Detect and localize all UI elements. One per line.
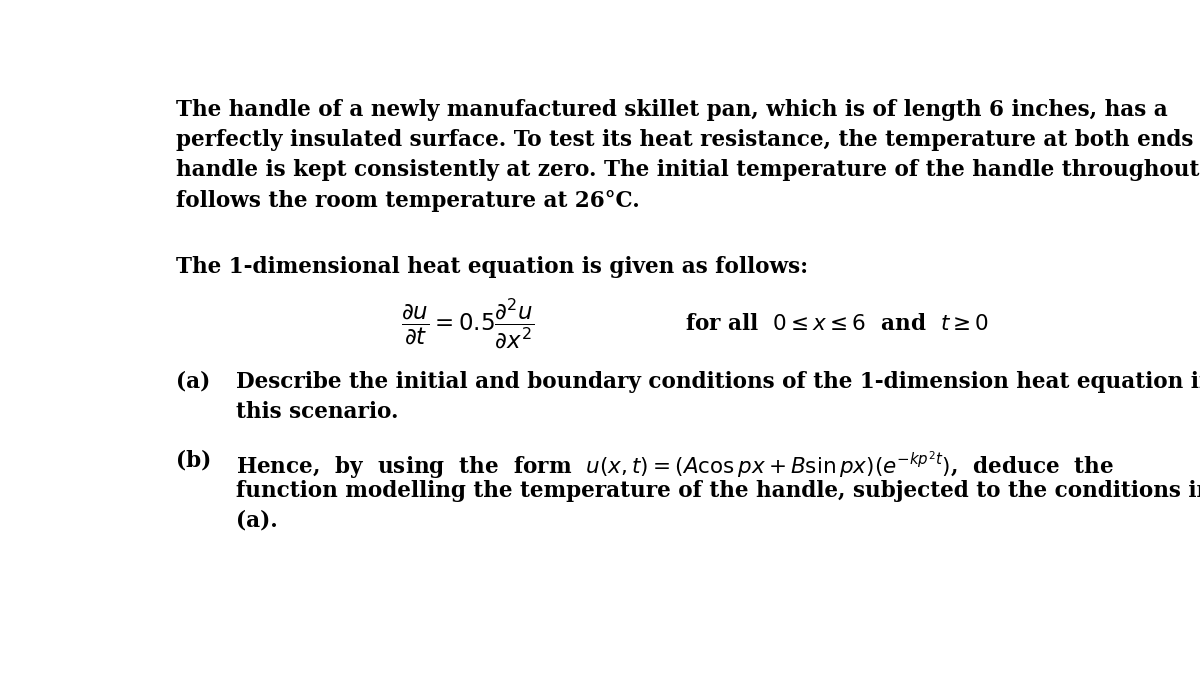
Text: this scenario.: this scenario.	[235, 401, 398, 423]
Text: The 1-dimensional heat equation is given as follows:: The 1-dimensional heat equation is given…	[176, 256, 808, 278]
Text: (b): (b)	[176, 450, 211, 472]
Text: perfectly insulated surface. To test its heat resistance, the temperature at bot: perfectly insulated surface. To test its…	[176, 130, 1200, 151]
Text: $\dfrac{\partial u}{\partial t} = 0.5\dfrac{\partial^2 u}{\partial x^2}$: $\dfrac{\partial u}{\partial t} = 0.5\df…	[401, 297, 534, 351]
Text: function modelling the temperature of the handle, subjected to the conditions in: function modelling the temperature of th…	[235, 480, 1200, 502]
Text: Describe the initial and boundary conditions of the 1-dimension heat equation in: Describe the initial and boundary condit…	[235, 371, 1200, 392]
Text: for all  $0\leq x\leq 6$  and  $t\geq 0$: for all $0\leq x\leq 6$ and $t\geq 0$	[685, 313, 989, 335]
Text: The handle of a newly manufactured skillet pan, which is of length 6 inches, has: The handle of a newly manufactured skill…	[176, 99, 1168, 122]
Text: handle is kept consistently at zero. The initial temperature of the handle throu: handle is kept consistently at zero. The…	[176, 159, 1200, 182]
Text: (a): (a)	[176, 371, 210, 392]
Text: (a).: (a).	[235, 510, 277, 532]
Text: Hence,  by  using  the  form  $u(x,t) = (A\cos px + B\sin px)(e^{-kp^2t})$,  ded: Hence, by using the form $u(x,t) = (A\co…	[235, 450, 1114, 481]
Text: follows the room temperature at 26°C.: follows the room temperature at 26°C.	[176, 190, 640, 212]
